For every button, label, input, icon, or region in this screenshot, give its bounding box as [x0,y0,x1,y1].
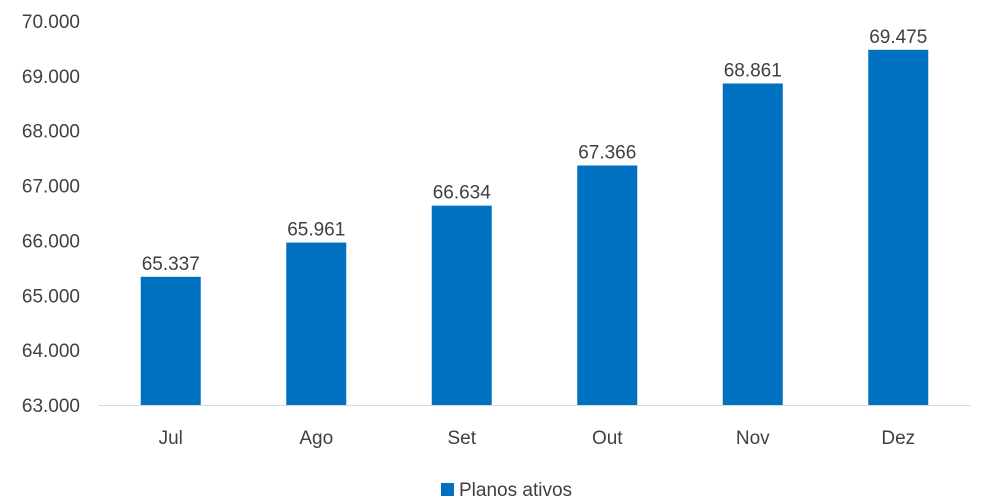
data-label: 68.861 [724,60,782,81]
data-label: 66.634 [433,183,492,204]
y-tick-label: 66.000 [22,231,80,252]
legend-label: Planos ativos [459,480,572,496]
y-tick-label: 64.000 [22,341,80,362]
x-tick-label: Out [592,428,623,449]
x-axis: Jul Ago Set Out Nov Dez [159,428,916,449]
data-labels: 65.337 65.961 66.634 67.366 68.861 69.475 [142,27,928,275]
data-label: 69.475 [869,27,927,48]
y-tick-label: 69.000 [22,67,80,88]
x-tick-label: Ago [299,428,333,449]
bar [286,242,347,405]
data-label: 67.366 [578,142,636,163]
x-tick-label: Jul [159,428,183,449]
bar [722,83,783,405]
x-tick-label: Dez [881,428,915,449]
x-tick-label: Nov [736,428,770,449]
y-axis: 63.000 64.000 65.000 66.000 67.000 68.000 69.0… [22,12,80,417]
x-tick-label: Set [447,428,476,449]
y-tick-label: 68.000 [22,122,80,143]
y-tick-label: 70.000 [22,12,80,33]
legend-swatch [441,483,454,496]
data-label: 65.961 [287,220,345,241]
legend: Planos ativos [441,480,572,496]
bar [431,205,492,405]
bar [140,276,201,405]
y-tick-label: 67.000 [22,177,80,198]
bars [140,49,929,406]
bar [868,49,929,406]
bar [577,165,638,405]
y-tick-label: 63.000 [22,396,80,417]
data-label: 65.337 [142,254,200,275]
y-tick-label: 65.000 [22,286,80,307]
